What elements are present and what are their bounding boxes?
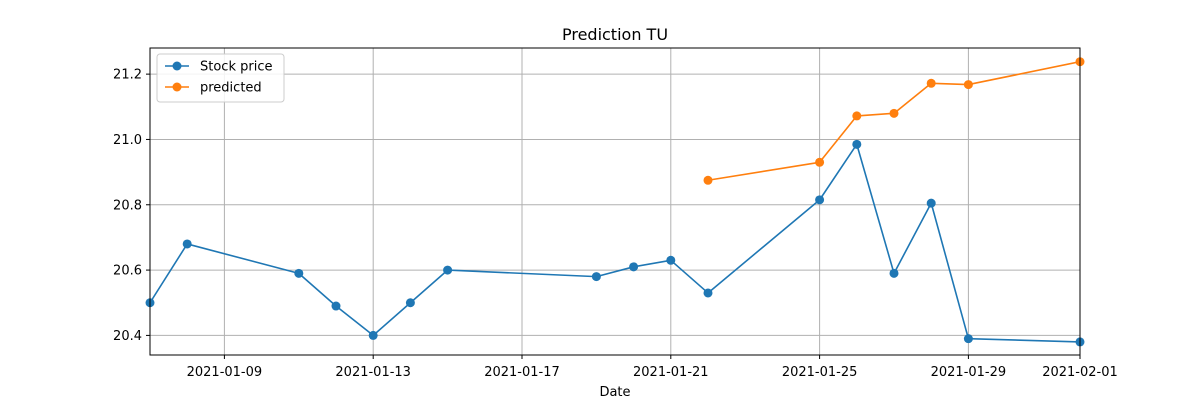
y-tick-label: 20.4 — [113, 329, 142, 344]
plot-frame — [149, 47, 1081, 356]
data-point — [889, 108, 899, 118]
data-point — [629, 262, 639, 272]
x-axis-label: Date — [599, 385, 630, 400]
legend-item: predicted — [165, 81, 262, 96]
data-point — [926, 78, 936, 88]
y-tick-label: 21.2 — [113, 68, 142, 83]
data-point — [294, 268, 304, 278]
x-tick-label: 2021-01-17 — [484, 365, 560, 380]
data-point — [852, 111, 862, 121]
data-point — [368, 330, 378, 340]
chart-title: Prediction TU — [562, 25, 668, 44]
x-tick-label: 2021-02-01 — [1042, 365, 1118, 380]
series-predicted — [703, 57, 1085, 185]
data-point — [703, 175, 713, 185]
series-stock-price — [145, 139, 1085, 347]
legend-label: predicted — [200, 81, 262, 96]
y-tick-label: 21.0 — [113, 133, 142, 148]
legend-item: Stock price — [165, 60, 272, 75]
legend-marker — [172, 61, 182, 71]
data-point — [926, 198, 936, 208]
x-tick-label: 2021-01-13 — [335, 365, 411, 380]
y-tick-label: 20.6 — [113, 264, 142, 279]
data-point — [666, 255, 676, 265]
ticks: 2021-01-09 2021-01-13 2021-01-17 2021-01-21… — [113, 68, 1118, 380]
x-tick-label: 2021-01-29 — [931, 365, 1007, 380]
data-point — [443, 265, 453, 275]
legend: Stock price predicted — [156, 53, 285, 103]
series-line — [150, 143, 1080, 343]
data-point — [815, 195, 825, 205]
data-point — [182, 239, 192, 249]
grid — [150, 48, 1081, 355]
legend-marker — [172, 82, 182, 92]
data-point — [405, 298, 415, 308]
data-point — [963, 80, 973, 90]
x-tick-label: 2021-01-25 — [782, 365, 858, 380]
legend-label: Stock price — [200, 60, 272, 75]
data-point — [703, 288, 713, 298]
data-point — [852, 139, 862, 149]
y-tick-label: 20.8 — [113, 198, 142, 213]
x-tick-label: 2021-01-21 — [633, 365, 709, 380]
data-point — [963, 334, 973, 344]
series-line — [707, 60, 1080, 182]
x-tick-label: 2021-01-09 — [187, 365, 263, 380]
data-point — [331, 301, 341, 311]
data-point — [815, 157, 825, 167]
series-layer — [145, 57, 1085, 347]
data-point — [591, 272, 601, 282]
data-point — [889, 268, 899, 278]
